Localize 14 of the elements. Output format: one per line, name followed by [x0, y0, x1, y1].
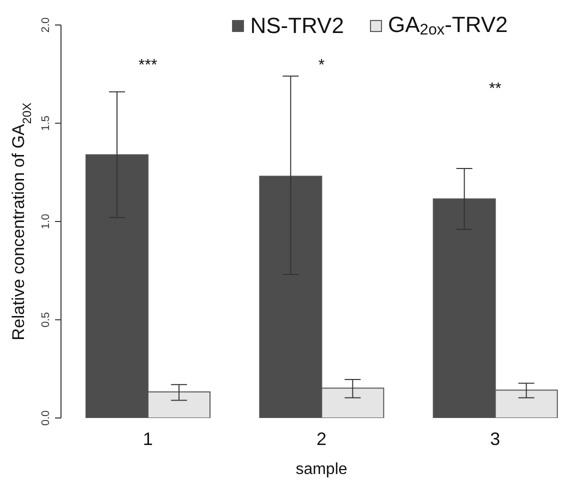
- y-tick-label: 0.5: [40, 312, 52, 328]
- y-tick-label: 0.0: [40, 410, 52, 426]
- legend-label: GA$_{2ox}$-TRV2: [388, 12, 508, 38]
- annotation: **: [488, 80, 502, 98]
- x-tick-label: 3: [490, 428, 500, 449]
- annotation: ***: [138, 56, 158, 74]
- x-axis-title: sample: [296, 461, 348, 478]
- x-tick-label: 1: [142, 428, 153, 449]
- legend-label: NS-TRV2: [250, 12, 344, 38]
- y-tick-label: 1.5: [40, 116, 52, 131]
- x-tick-label: 2: [316, 428, 327, 449]
- y-tick-label: 2.0: [40, 17, 52, 33]
- annotation: *: [318, 56, 325, 74]
- y-tick-label: 1.0: [40, 214, 52, 230]
